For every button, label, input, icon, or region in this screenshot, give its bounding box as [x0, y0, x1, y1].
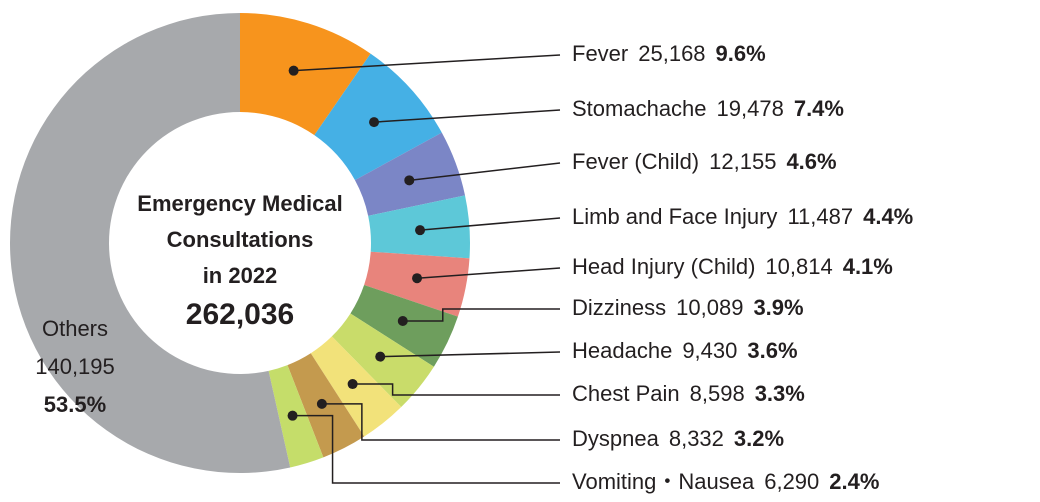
category-name: Stomachache — [572, 96, 707, 121]
share-label: 7.4% — [794, 96, 844, 121]
leader-line — [419, 217, 561, 231]
center-title: Consultations — [167, 227, 314, 252]
value-label: 8,332 — [669, 426, 724, 451]
leader-line — [321, 403, 560, 441]
slice — [9, 13, 291, 474]
slice-label: Chest Pain 8,598 3.3% — [572, 381, 805, 406]
share-label: 4.1% — [843, 254, 893, 279]
category-name: Others — [42, 316, 108, 341]
slice-label: Fever 25,168 9.6% — [572, 41, 766, 66]
slice — [240, 13, 371, 136]
category-name: Limb and Face Injury — [572, 204, 777, 229]
slice — [364, 251, 470, 317]
category-name: Vomiting・Nausea — [572, 469, 755, 494]
value-label: 10,089 — [676, 295, 743, 320]
category-name: Headache — [572, 338, 672, 363]
slice-label: Headache 9,430 3.6% — [572, 338, 798, 363]
category-name: Dyspnea — [572, 426, 660, 451]
leader-line — [352, 383, 560, 396]
leader-dot — [415, 225, 426, 236]
value-label: 11,487 — [787, 204, 853, 229]
leader-dot — [347, 379, 358, 390]
share-label: 4.4% — [863, 204, 913, 229]
value-label: 25,168 — [638, 41, 705, 66]
center-title: Emergency Medical — [137, 191, 342, 216]
slice — [354, 132, 466, 216]
leader-line — [402, 308, 560, 322]
share-label: 9.6% — [716, 41, 766, 66]
value-label: 12,155 — [709, 149, 776, 174]
leader-line — [373, 109, 561, 123]
share-label: 4.6% — [786, 149, 836, 174]
value-label: 140,195 — [35, 354, 115, 379]
category-name: Dizziness — [572, 295, 666, 320]
leader-line — [380, 351, 561, 358]
leader-dot — [404, 175, 415, 186]
share-label: 2.4% — [829, 469, 879, 494]
category-name: Chest Pain — [572, 381, 680, 406]
slice — [314, 53, 442, 181]
slice-label: Dyspnea 8,332 3.2% — [572, 426, 784, 451]
leader-dot — [397, 316, 408, 327]
share-label: 53.5% — [44, 392, 106, 417]
value-label: 6,290 — [764, 469, 819, 494]
category-name: Head Injury (Child) — [572, 254, 755, 279]
slice-label: Limb and Face Injury 11,487 4.4% — [572, 204, 913, 229]
leader-dot — [369, 117, 380, 128]
slice — [350, 284, 458, 367]
share-label: 3.6% — [747, 338, 797, 363]
leader-dot — [316, 398, 327, 409]
slice-label: Head Injury (Child) 10,814 4.1% — [572, 254, 893, 279]
value-label: 9,430 — [682, 338, 737, 363]
value-label: 8,598 — [690, 381, 745, 406]
leader-line — [293, 54, 561, 72]
center-title: in 2022 — [203, 263, 278, 288]
center-total: 262,036 — [186, 298, 294, 331]
category-name: Fever — [572, 41, 628, 66]
share-label: 3.9% — [753, 295, 803, 320]
leader-dot — [288, 65, 299, 76]
leader-dot — [287, 410, 298, 421]
slice-label: Dizziness 10,089 3.9% — [572, 295, 804, 320]
leader-line — [292, 414, 560, 484]
slice-label: Fever (Child) 12,155 4.6% — [572, 149, 837, 174]
value-label: 19,478 — [717, 96, 784, 121]
category-name: Fever (Child) — [572, 149, 699, 174]
slice-label: Vomiting・Nausea 6,290 2.4% — [572, 469, 879, 494]
leader-dot — [412, 273, 423, 284]
share-label: 3.2% — [734, 426, 784, 451]
leader-line — [409, 162, 561, 182]
leader-line — [416, 267, 561, 279]
share-label: 3.3% — [755, 381, 805, 406]
leader-dot — [375, 351, 386, 362]
value-label: 10,814 — [765, 254, 832, 279]
slice-label: Stomachache 19,478 7.4% — [572, 96, 844, 121]
